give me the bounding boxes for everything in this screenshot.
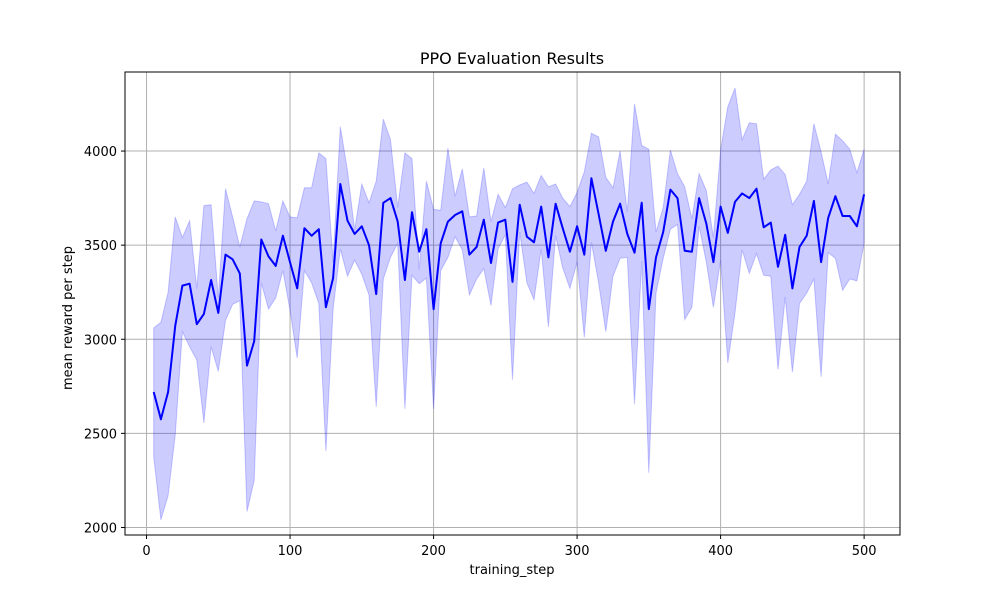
x-tick-label: 100: [278, 544, 303, 559]
y-tick-label: 3500: [84, 239, 117, 254]
y-axis: 2000 2500 3000 3500 4000: [84, 145, 125, 536]
grid: [125, 72, 900, 535]
x-tick-label: 0: [142, 544, 150, 559]
y-tick-label: 2500: [84, 427, 117, 442]
plot-frame: [124, 71, 901, 536]
x-tick-label: 400: [708, 544, 733, 559]
y-tick-label: 2000: [84, 521, 117, 536]
x-axis-label: training_step: [470, 563, 555, 578]
x-tick-label: 500: [852, 544, 877, 559]
y-axis-label: mean reward per step: [61, 246, 76, 390]
x-tick-label: 300: [565, 544, 590, 559]
x-axis: 0 100 200 300 400 500: [142, 535, 877, 559]
y-tick-label: 4000: [84, 145, 117, 160]
chart-title: PPO Evaluation Results: [420, 49, 604, 68]
confidence-band: [153, 87, 865, 521]
y-tick-label: 3000: [84, 333, 117, 348]
x-tick-label: 200: [421, 544, 446, 559]
mean-reward-line: [152, 177, 866, 421]
